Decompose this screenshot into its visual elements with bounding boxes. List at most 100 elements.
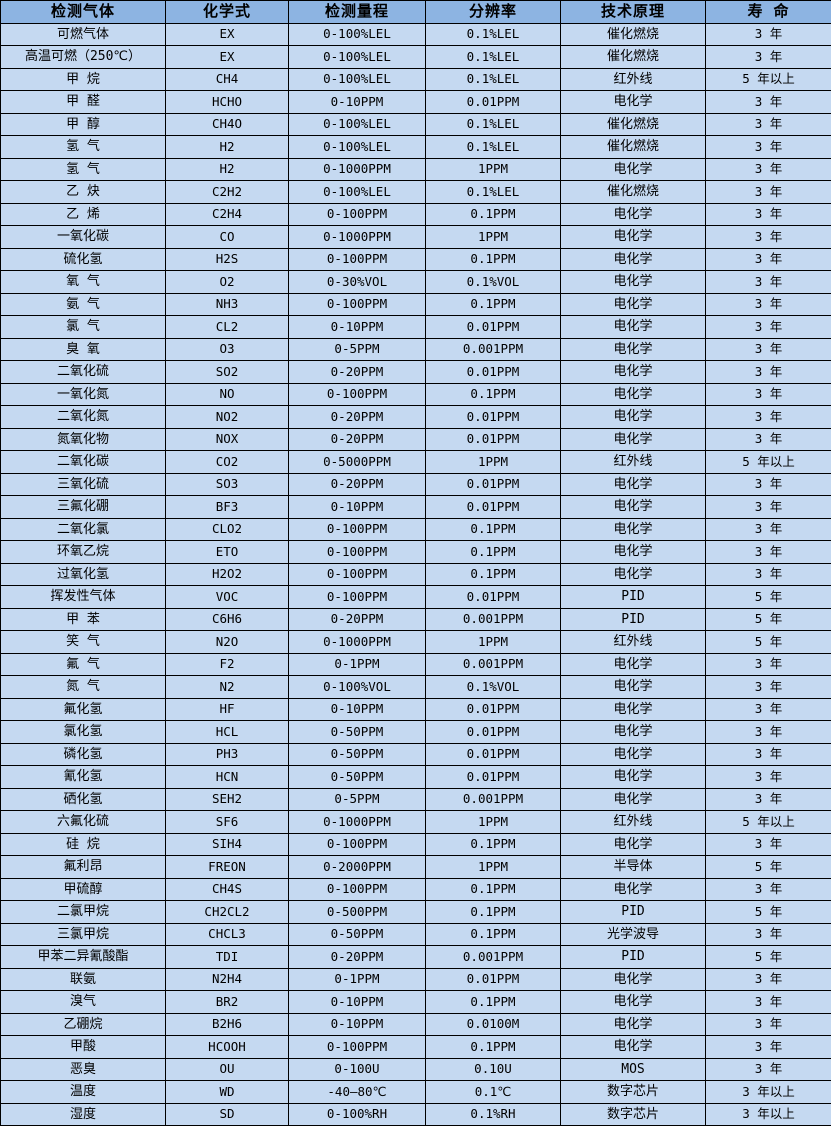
cell-gas: 二氯甲烷 [1, 901, 166, 924]
cell-formula: OU [166, 1058, 289, 1081]
cell-resolution: 0.1PPM [426, 563, 561, 586]
cell-formula: CH4O [166, 113, 289, 136]
cell-gas: 硅 烷 [1, 833, 166, 856]
cell-resolution: 0.1%LEL [426, 181, 561, 204]
cell-principle: 电化学 [561, 91, 706, 114]
cell-gas: 硒化氢 [1, 788, 166, 811]
cell-formula: PH3 [166, 743, 289, 766]
cell-principle: PID [561, 586, 706, 609]
cell-principle: 红外线 [561, 451, 706, 474]
cell-formula: HCL [166, 721, 289, 744]
cell-principle: 电化学 [561, 563, 706, 586]
cell-formula: C2H2 [166, 181, 289, 204]
cell-resolution: 0.01PPM [426, 496, 561, 519]
cell-gas: 恶臭 [1, 1058, 166, 1081]
cell-formula: EX [166, 46, 289, 69]
cell-lifespan: 3 年 [706, 203, 831, 226]
cell-gas: 磷化氢 [1, 743, 166, 766]
cell-resolution: 0.1PPM [426, 901, 561, 924]
cell-resolution: 0.1%LEL [426, 136, 561, 159]
cell-range: 0-100%LEL [289, 181, 426, 204]
cell-range: 0-10PPM [289, 698, 426, 721]
cell-lifespan: 3 年 [706, 518, 831, 541]
cell-gas: 甲 醇 [1, 113, 166, 136]
cell-formula: SO3 [166, 473, 289, 496]
cell-principle: 电化学 [561, 676, 706, 699]
cell-lifespan: 3 年 [706, 991, 831, 1014]
cell-resolution: 0.01PPM [426, 473, 561, 496]
header-row: 检测气体 化学式 检测量程 分辨率 技术原理 寿 命 [1, 1, 831, 24]
cell-lifespan: 3 年 [706, 968, 831, 991]
cell-range: 0-20PPM [289, 428, 426, 451]
cell-formula: CH4S [166, 878, 289, 901]
cell-formula: C6H6 [166, 608, 289, 631]
cell-formula: CLO2 [166, 518, 289, 541]
cell-formula: O2 [166, 271, 289, 294]
column-header-lifespan: 寿 命 [706, 1, 831, 24]
cell-range: 0-100%RH [289, 1103, 426, 1126]
cell-principle: 电化学 [561, 338, 706, 361]
cell-resolution: 0.1PPM [426, 203, 561, 226]
cell-lifespan: 3 年 [706, 428, 831, 451]
cell-lifespan: 3 年 [706, 833, 831, 856]
cell-principle: PID [561, 608, 706, 631]
cell-formula: N2O [166, 631, 289, 654]
cell-formula: WD [166, 1081, 289, 1104]
cell-range: 0-100PPM [289, 293, 426, 316]
cell-formula: B2H6 [166, 1013, 289, 1036]
cell-resolution: 0.1PPM [426, 518, 561, 541]
cell-lifespan: 3 年 [706, 158, 831, 181]
cell-formula: SEH2 [166, 788, 289, 811]
cell-range: 0-50PPM [289, 743, 426, 766]
cell-resolution: 0.01PPM [426, 743, 561, 766]
cell-formula: HCN [166, 766, 289, 789]
cell-formula: SD [166, 1103, 289, 1126]
cell-formula: NO [166, 383, 289, 406]
cell-formula: CH4 [166, 68, 289, 91]
column-header-formula: 化学式 [166, 1, 289, 24]
cell-resolution: 0.001PPM [426, 338, 561, 361]
cell-resolution: 0.1PPM [426, 383, 561, 406]
cell-lifespan: 3 年 [706, 878, 831, 901]
cell-formula: N2H4 [166, 968, 289, 991]
cell-lifespan: 3 年 [706, 721, 831, 744]
cell-formula: VOC [166, 586, 289, 609]
cell-gas: 氯化氢 [1, 721, 166, 744]
cell-resolution: 0.1%RH [426, 1103, 561, 1126]
cell-formula: NO2 [166, 406, 289, 429]
cell-range: 0-500PPM [289, 901, 426, 924]
cell-principle: 电化学 [561, 158, 706, 181]
cell-resolution: 0.1PPM [426, 1036, 561, 1059]
cell-formula: EX [166, 23, 289, 46]
cell-gas: 氢 气 [1, 158, 166, 181]
cell-lifespan: 3 年 [706, 293, 831, 316]
cell-gas: 甲 烷 [1, 68, 166, 91]
cell-formula: H2S [166, 248, 289, 271]
cell-gas: 三氟化硼 [1, 496, 166, 519]
cell-gas: 甲硫醇 [1, 878, 166, 901]
cell-resolution: 0.01PPM [426, 428, 561, 451]
cell-range: 0-1000PPM [289, 811, 426, 834]
cell-formula: CO [166, 226, 289, 249]
cell-lifespan: 5 年 [706, 946, 831, 969]
cell-gas: 乙 烯 [1, 203, 166, 226]
cell-lifespan: 3 年 [706, 473, 831, 496]
